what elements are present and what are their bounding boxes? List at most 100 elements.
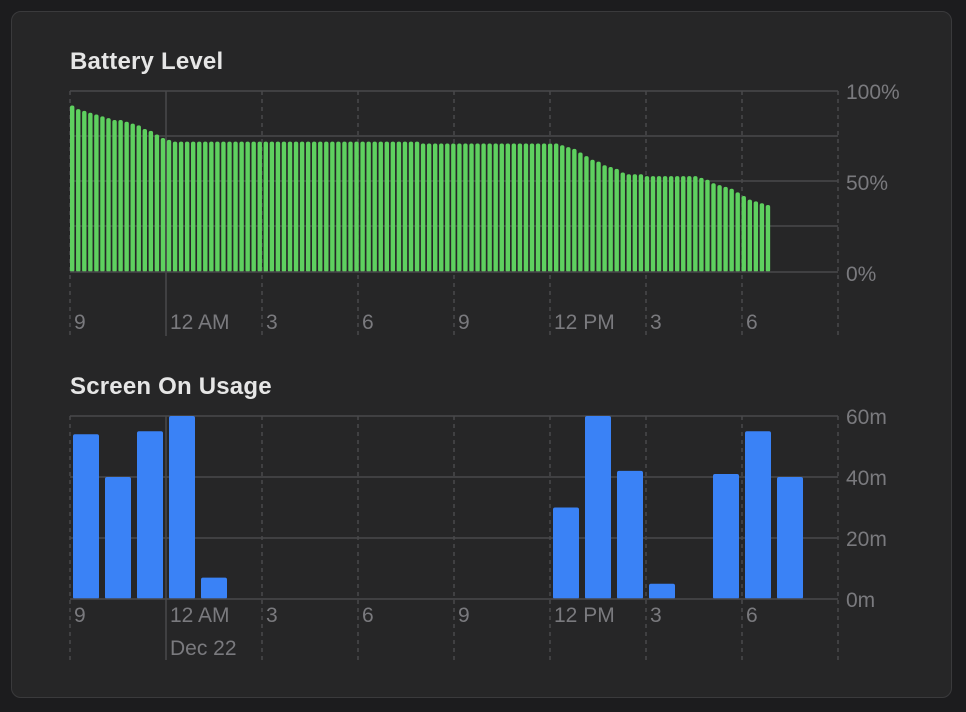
battery-bar — [445, 143, 450, 272]
battery-bar — [439, 143, 444, 272]
battery-bar — [547, 143, 553, 272]
battery-bar — [408, 141, 414, 272]
battery-bar — [499, 143, 504, 272]
battery-bar — [112, 119, 117, 273]
usage-bar — [777, 477, 803, 599]
usage-date-label: Dec 22 — [170, 637, 237, 660]
usage-bar — [105, 477, 131, 599]
usage-y-tick-label: 0m — [846, 589, 875, 612]
usage-bar — [201, 577, 227, 599]
battery-level-title: Battery Level — [70, 48, 224, 75]
battery-bar — [535, 143, 541, 272]
battery-bar — [644, 176, 650, 272]
battery-x-tick-label: 12 PM — [554, 311, 615, 334]
battery-bar — [269, 141, 275, 272]
battery-bar — [572, 148, 577, 272]
battery-bar — [420, 143, 426, 272]
battery-x-tick-label: 9 — [458, 311, 470, 334]
battery-bar — [729, 188, 734, 272]
battery-bar — [160, 138, 166, 272]
usage-x-tick-label: 3 — [266, 604, 278, 627]
battery-bar — [142, 129, 147, 272]
battery-x-tick-label: 3 — [650, 311, 662, 334]
usage-y-tick-label: 20m — [846, 528, 887, 551]
battery-bar — [318, 141, 323, 272]
battery-bar — [227, 141, 232, 272]
battery-x-tick-label: 9 — [74, 311, 86, 334]
battery-bar — [675, 176, 680, 272]
battery-bar — [614, 168, 619, 272]
battery-bar — [511, 143, 517, 272]
battery-bar — [650, 176, 656, 272]
battery-bar — [245, 141, 250, 272]
battery-bar — [529, 143, 535, 272]
battery-bar — [735, 192, 740, 272]
battery-bar — [723, 186, 728, 272]
battery-bar — [342, 141, 347, 272]
battery-x-tick-label: 12 AM — [170, 311, 230, 334]
battery-bar — [299, 141, 305, 272]
battery-bar — [336, 141, 341, 272]
battery-bar — [541, 143, 547, 272]
battery-bar — [215, 141, 220, 272]
battery-x-tick-label: 6 — [362, 311, 374, 334]
battery-bar — [578, 152, 583, 272]
battery-bar — [88, 112, 93, 272]
usage-x-tick-label: 9 — [74, 604, 86, 627]
battery-bar — [414, 141, 420, 272]
battery-bar — [759, 203, 765, 272]
battery-bar — [475, 143, 480, 272]
battery-bar — [505, 143, 510, 272]
battery-bar — [324, 141, 329, 272]
battery-bar — [668, 176, 674, 272]
battery-y-tick-label: 100% — [846, 81, 900, 104]
battery-bar — [463, 143, 468, 272]
screen-on-usage-title: Screen On Usage — [70, 373, 272, 400]
battery-bar — [166, 139, 172, 272]
battery-bar — [209, 141, 214, 272]
battery-bar — [94, 114, 99, 272]
battery-bar — [184, 141, 190, 272]
battery-bar — [402, 141, 408, 272]
battery-bar — [632, 174, 638, 272]
battery-bar — [747, 199, 752, 272]
battery-bar — [118, 119, 123, 273]
battery-bar — [281, 141, 287, 272]
usage-x-tick-label: 12 AM — [170, 604, 230, 627]
battery-bar — [396, 141, 402, 272]
battery-bar — [100, 116, 105, 272]
battery-bar — [372, 141, 377, 272]
battery-bar — [560, 145, 565, 272]
battery-bar — [602, 165, 607, 272]
battery-bar — [554, 143, 559, 272]
battery-bar — [136, 125, 141, 272]
battery-bar — [257, 141, 262, 272]
battery-bar — [523, 143, 529, 272]
battery-bar — [566, 147, 571, 272]
battery-bar — [348, 141, 353, 272]
battery-y-tick-label: 0% — [846, 263, 876, 286]
battery-x-tick-label: 3 — [266, 311, 278, 334]
battery-bar — [451, 143, 456, 272]
battery-bar — [203, 141, 208, 272]
usage-x-tick-label: 3 — [650, 604, 662, 627]
battery-bar — [106, 118, 111, 273]
battery-bar — [433, 143, 438, 272]
usage-bar — [617, 470, 643, 599]
battery-bar — [638, 174, 644, 272]
battery-bar — [148, 130, 154, 272]
battery-bar — [378, 141, 383, 272]
usage-x-tick-label: 12 PM — [554, 604, 615, 627]
usage-bar — [585, 416, 611, 599]
battery-bar — [620, 172, 625, 272]
battery-bar — [493, 143, 498, 272]
battery-bar — [312, 141, 317, 272]
usage-bar — [137, 431, 163, 599]
battery-bar — [753, 201, 759, 272]
battery-bar — [293, 141, 299, 272]
battery-bar — [239, 141, 244, 272]
battery-bar — [76, 109, 81, 272]
battery-bar — [705, 179, 710, 272]
